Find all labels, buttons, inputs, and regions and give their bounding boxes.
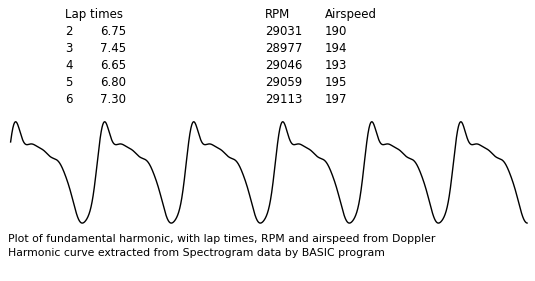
Text: 2: 2 [65,25,73,38]
Text: Harmonic curve extracted from Spectrogram data by BASIC program: Harmonic curve extracted from Spectrogra… [8,248,385,258]
Text: 29059: 29059 [265,76,302,89]
Text: 29031: 29031 [265,25,302,38]
Text: 197: 197 [325,93,348,106]
Text: 6.80: 6.80 [100,76,126,89]
Text: 195: 195 [325,76,347,89]
Text: 193: 193 [325,59,347,72]
Text: 3: 3 [65,42,72,55]
Text: Plot of fundamental harmonic, with lap times, RPM and airspeed from Doppler: Plot of fundamental harmonic, with lap t… [8,234,435,244]
Text: RPM: RPM [265,8,291,21]
Text: 7.30: 7.30 [100,93,126,106]
Text: 5: 5 [65,76,72,89]
Text: 29113: 29113 [265,93,302,106]
Text: 190: 190 [325,25,347,38]
Text: Lap times: Lap times [65,8,123,21]
Text: 4: 4 [65,59,73,72]
Text: 29046: 29046 [265,59,302,72]
Text: 28977: 28977 [265,42,302,55]
Text: Airspeed: Airspeed [325,8,377,21]
Text: 6: 6 [65,93,73,106]
Text: 7.45: 7.45 [100,42,126,55]
Text: 6.75: 6.75 [100,25,126,38]
Text: 194: 194 [325,42,348,55]
Text: 6.65: 6.65 [100,59,126,72]
